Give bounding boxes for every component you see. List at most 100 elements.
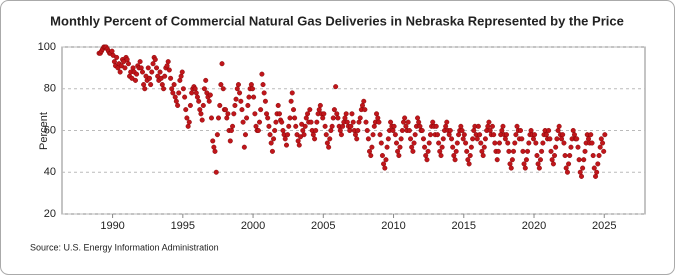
point	[198, 111, 204, 117]
point	[359, 102, 365, 108]
point	[241, 144, 247, 150]
point	[252, 111, 258, 117]
point	[528, 127, 534, 133]
point	[393, 140, 399, 146]
point	[293, 123, 299, 129]
point	[563, 165, 569, 171]
point	[335, 115, 341, 121]
point	[173, 98, 179, 104]
point	[582, 148, 588, 154]
point	[240, 119, 246, 125]
point	[513, 132, 519, 138]
point	[305, 111, 311, 117]
point	[322, 123, 328, 129]
point	[225, 111, 231, 117]
point	[275, 102, 281, 108]
point	[468, 144, 474, 150]
point	[574, 136, 580, 142]
point	[269, 148, 275, 154]
point	[223, 107, 229, 113]
point	[383, 157, 389, 163]
point	[344, 119, 350, 125]
point	[467, 153, 473, 159]
point	[352, 132, 358, 138]
point	[189, 90, 195, 96]
point	[166, 67, 172, 73]
point	[246, 94, 252, 100]
point	[170, 90, 176, 96]
point	[474, 136, 480, 142]
point	[425, 148, 431, 154]
x-tick-label: 1990	[100, 220, 124, 232]
point	[424, 157, 430, 163]
point	[179, 69, 185, 75]
point	[300, 127, 306, 133]
point	[242, 132, 248, 138]
point	[185, 123, 191, 129]
point	[410, 148, 416, 154]
point	[450, 144, 456, 150]
point	[446, 132, 452, 138]
point	[465, 157, 471, 163]
point	[291, 107, 297, 113]
point	[560, 132, 566, 138]
point	[228, 127, 234, 133]
point	[427, 132, 433, 138]
point	[193, 90, 199, 96]
point	[197, 107, 203, 113]
point	[471, 127, 477, 133]
point	[447, 127, 453, 133]
point	[489, 123, 495, 129]
point	[154, 65, 160, 71]
point	[354, 136, 360, 142]
point	[329, 123, 335, 129]
x-tick-label: 1995	[171, 220, 195, 232]
point	[194, 94, 200, 100]
point	[148, 82, 154, 88]
point	[301, 132, 307, 138]
point	[466, 161, 472, 167]
point	[176, 90, 182, 96]
point	[385, 136, 391, 142]
point	[543, 132, 549, 138]
point	[479, 148, 485, 154]
point	[593, 173, 599, 179]
point	[276, 111, 282, 117]
point	[321, 111, 327, 117]
point	[443, 123, 449, 129]
point	[444, 119, 450, 125]
point	[375, 115, 381, 121]
point	[371, 123, 377, 129]
point	[200, 102, 206, 108]
point	[283, 142, 289, 148]
point	[169, 86, 175, 92]
point	[492, 140, 498, 146]
point	[313, 127, 319, 133]
point	[219, 61, 225, 67]
point	[328, 127, 334, 133]
point	[402, 115, 408, 121]
point	[590, 153, 596, 159]
point	[251, 94, 257, 100]
point	[464, 148, 470, 154]
point	[412, 132, 418, 138]
point	[255, 127, 261, 133]
point	[440, 136, 446, 142]
point	[232, 102, 238, 108]
point	[591, 165, 597, 171]
point	[224, 115, 230, 121]
point	[391, 123, 397, 129]
point	[310, 132, 316, 138]
point	[349, 111, 355, 117]
point	[261, 90, 267, 96]
y-tick-label: 40	[44, 166, 56, 178]
point	[262, 98, 268, 104]
point	[459, 127, 465, 133]
point	[245, 102, 251, 108]
point	[138, 65, 144, 71]
point	[130, 65, 136, 71]
point	[330, 115, 336, 121]
y-tick-label: 100	[38, 41, 56, 53]
point	[589, 140, 595, 146]
point	[141, 82, 147, 88]
